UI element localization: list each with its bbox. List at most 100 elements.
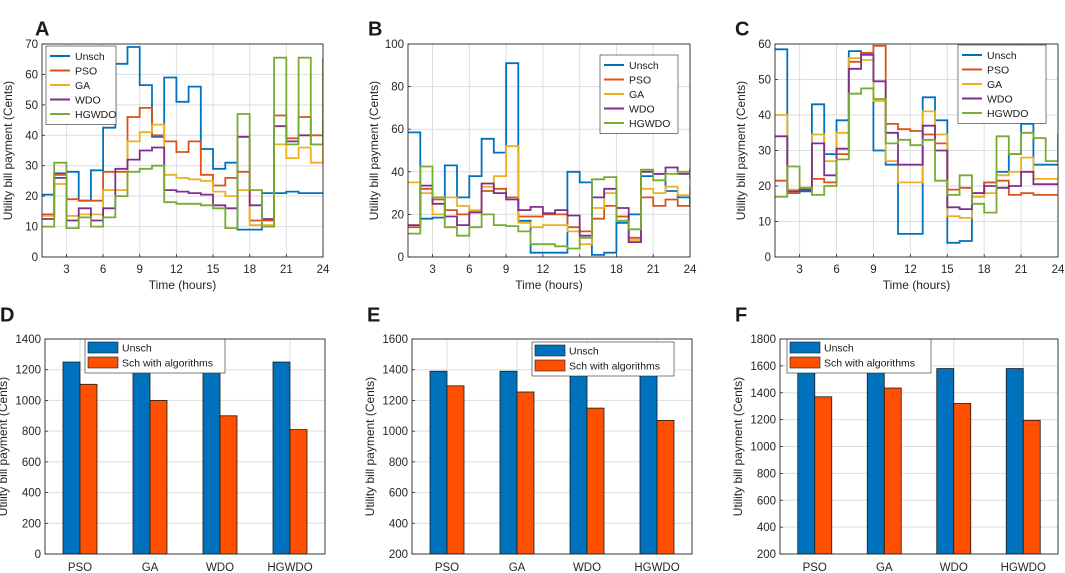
series-line-wdo [42, 125, 323, 222]
series-line-hgwdo [775, 87, 1058, 214]
y-tick-label: 1000 [382, 426, 408, 438]
x-tick-label: 21 [647, 264, 660, 276]
y-tick-label: 600 [22, 457, 41, 469]
bar-sch-pso [446, 385, 465, 555]
x-tick-label: 18 [978, 264, 991, 276]
legend-label-ga: GA [75, 80, 90, 92]
legend-label-unsch: Unsch [824, 343, 854, 355]
series-line-pso [408, 187, 690, 239]
bar-sch-hgwdo [289, 429, 308, 555]
legend-swatch-unsch [534, 344, 566, 357]
y-tick-label: 1400 [382, 365, 408, 377]
x-tick-label: 9 [137, 264, 143, 276]
bar-sch-wdo [586, 407, 605, 555]
bar-unsch-wdo [202, 361, 221, 555]
y-axis-label: Utility bill payment (Cents) [734, 81, 748, 220]
y-tick-label: 600 [757, 495, 776, 507]
y-tick-label: 30 [25, 161, 38, 173]
legend-swatch-unsch [789, 341, 821, 354]
y-tick-label: 10 [758, 217, 771, 229]
panel-label-D: D [0, 305, 14, 327]
y-tick-label: 80 [391, 82, 404, 94]
y-tick-label: 0 [32, 252, 38, 264]
legend-label-wdo: WDO [629, 104, 655, 116]
y-tick-label: 30 [758, 146, 771, 158]
legend-label-unsch: Unsch [122, 343, 152, 355]
x-tick-label: 24 [317, 264, 330, 276]
y-tick-label: 60 [391, 124, 404, 136]
x-tick-label: 3 [796, 264, 802, 276]
legend-swatch-sch [534, 359, 566, 372]
y-tick-label: 50 [25, 100, 38, 112]
y-tick-label: 200 [22, 518, 41, 530]
y-tick-label: 1600 [750, 361, 776, 373]
y-tick-label: 1200 [382, 395, 408, 407]
legend-label-hgwdo: HGWDO [987, 108, 1028, 120]
panel-label-F: F [735, 305, 747, 327]
legend-label-wdo: WDO [75, 95, 101, 107]
y-tick-label: 1600 [382, 334, 408, 346]
x-category-label: HGWDO [267, 562, 312, 573]
x-tick-label: 6 [100, 264, 106, 276]
axes-frame [411, 338, 693, 555]
legend-label-unsch: Unsch [629, 60, 659, 72]
y-tick-label: 0 [35, 549, 41, 561]
x-category-label: GA [509, 562, 526, 573]
x-category-label: GA [876, 562, 893, 573]
y-tick-label: 40 [391, 167, 404, 179]
x-axis-label: Time (hours) [883, 278, 951, 292]
bar-unsch-hgwdo [1005, 368, 1024, 555]
axes-frame [407, 43, 691, 258]
bar-sch-wdo [953, 403, 972, 555]
x-tick-label: 3 [429, 264, 435, 276]
legend-label-unsch: Unsch [569, 346, 599, 358]
y-tick-label: 1000 [750, 442, 776, 454]
series-line-ga [408, 145, 690, 246]
y-tick-label: 20 [758, 181, 771, 193]
y-tick-label: 400 [757, 522, 776, 534]
bar-unsch-ga [866, 368, 885, 555]
x-category-label: WDO [573, 562, 601, 573]
x-tick-label: 15 [207, 264, 220, 276]
x-category-label: HGWDO [1001, 562, 1046, 573]
bar-unsch-ga [499, 370, 518, 555]
y-axis-label: Utility bill payment (Cents) [367, 81, 381, 220]
bar-unsch-pso [797, 368, 816, 555]
y-tick-label: 800 [389, 457, 408, 469]
bar-sch-ga [149, 400, 168, 555]
y-tick-label: 10 [25, 222, 38, 234]
y-tick-label: 40 [758, 110, 771, 122]
bar-unsch-ga [132, 361, 151, 555]
bar-unsch-hgwdo [639, 370, 658, 555]
bar-unsch-wdo [569, 370, 588, 555]
y-tick-label: 200 [757, 549, 776, 561]
x-tick-label: 3 [63, 264, 69, 276]
series-line-hgwdo [42, 56, 323, 229]
y-tick-label: 1200 [15, 365, 41, 377]
y-tick-label: 50 [758, 75, 771, 87]
axes-frame [41, 43, 324, 258]
legend-label-hgwdo: HGWDO [75, 109, 116, 121]
y-tick-label: 1200 [750, 415, 776, 427]
y-tick-label: 1000 [15, 395, 41, 407]
y-axis-label: Utility bill payment (Cents) [363, 377, 377, 516]
x-tick-label: 6 [833, 264, 839, 276]
y-tick-label: 1800 [750, 334, 776, 346]
legend-label-unsch: Unsch [987, 50, 1017, 62]
series-line-hgwdo [408, 165, 690, 250]
bar-unsch-wdo [936, 368, 955, 555]
x-axis-label: Time (hours) [149, 278, 217, 292]
y-tick-label: 200 [389, 549, 408, 561]
bar-unsch-hgwdo [272, 361, 291, 555]
legend-swatch-unsch [87, 341, 119, 354]
x-category-label: PSO [803, 562, 827, 573]
y-axis-label: Utility bill payment (Cents) [1, 81, 15, 220]
y-axis-label: Utility bill payment (Cents) [0, 377, 10, 516]
y-tick-label: 400 [22, 488, 41, 500]
y-tick-label: 70 [25, 39, 38, 51]
y-tick-label: 40 [25, 130, 38, 142]
x-tick-label: 21 [1015, 264, 1028, 276]
y-tick-label: 60 [758, 39, 771, 51]
bar-sch-ga [883, 387, 902, 555]
